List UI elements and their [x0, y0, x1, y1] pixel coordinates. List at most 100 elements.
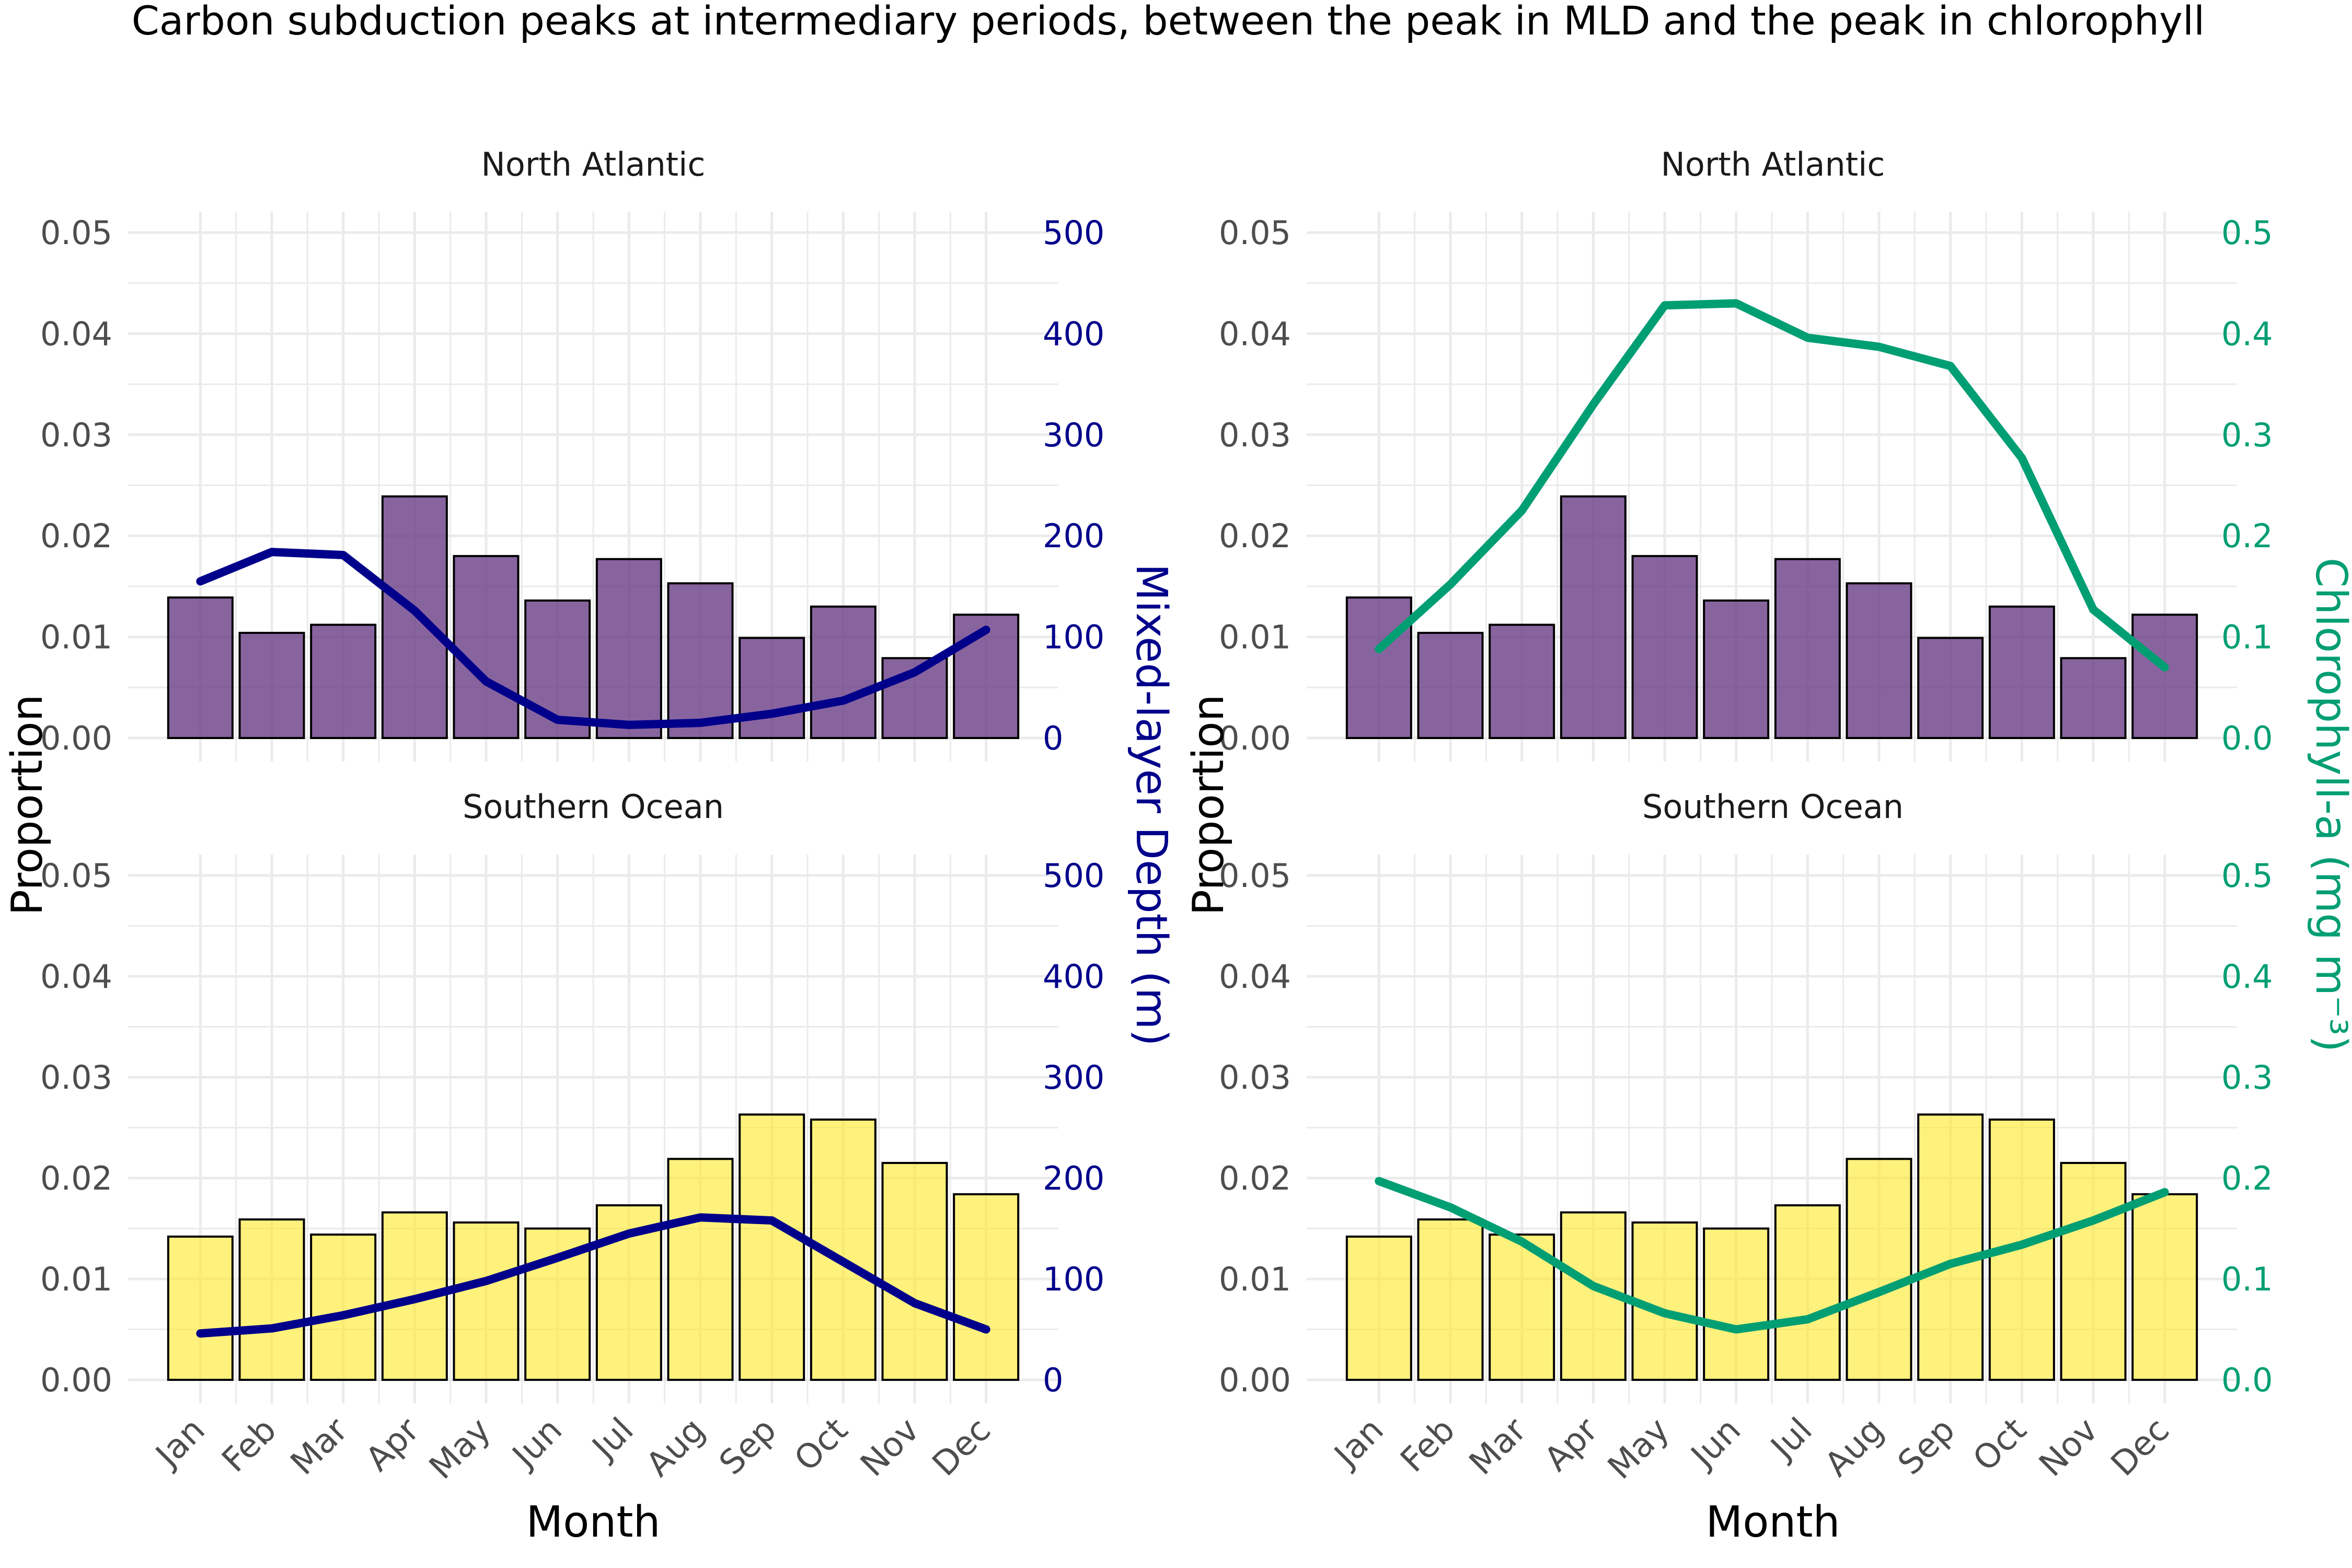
bar-jan [167, 596, 234, 739]
facet-title: Southern Ocean [1642, 788, 1904, 826]
y-tick-label: 0.00 [40, 1361, 112, 1399]
bar-may [1631, 555, 1698, 739]
secondary-y-tick-label: 0.5 [2221, 214, 2273, 252]
secondary-y-axis-label: Chlorophyll-a (mg m⁻³) [2306, 558, 2352, 1052]
y-tick-label: 0.03 [1219, 1058, 1291, 1097]
bar-aug [667, 1158, 734, 1381]
facet-title: Southern Ocean [463, 788, 724, 826]
y-tick-label: 0.01 [40, 1260, 112, 1298]
secondary-y-tick-label: 500 [1043, 214, 1104, 252]
bar-dec [2131, 614, 2198, 739]
secondary-y-tick-label: 0.1 [2221, 618, 2273, 656]
bar-dec [953, 614, 1020, 739]
bar-mar [1489, 624, 1555, 739]
bar-dec [2131, 1193, 2198, 1381]
secondary-y-tick-label: 0.1 [2221, 1260, 2273, 1298]
bar-jul [1774, 1204, 1841, 1381]
left-facet-north-atlantic: 0.00 0.01 0.02 0.03 0.04 0.05 0 100 200 300 400 500… [40, 145, 1104, 762]
secondary-y-tick-label: 400 [1043, 315, 1104, 353]
bar-aug [1846, 582, 1912, 740]
y-tick-label: 0.02 [1219, 517, 1291, 555]
y-tick-label: 0.05 [1219, 857, 1291, 895]
bar-jul [595, 558, 662, 739]
secondary-y-tick-label: 200 [1043, 517, 1104, 555]
line-series [1375, 1177, 2169, 1334]
y-tick-label: 0.04 [40, 958, 112, 996]
secondary-y-tick-label: 0.2 [2221, 1159, 2273, 1197]
y-tick-label: 0.03 [40, 1058, 112, 1097]
y-axis-label: Proportion [1184, 694, 1233, 915]
bar-aug [667, 582, 734, 740]
left-facet-southern-ocean: 0.00 0.01 0.02 0.03 0.04 0.05 0 100 200 300 400 500… [40, 788, 1104, 1403]
bar-jun [1703, 1227, 1770, 1381]
secondary-y-tick-label: 500 [1043, 857, 1104, 895]
secondary-y-tick-label: 300 [1043, 416, 1104, 454]
y-axis-label: Proportion [3, 694, 52, 915]
secondary-y-tick-label: 0.3 [2221, 1058, 2273, 1097]
y-tick-label: 0.05 [1219, 214, 1291, 252]
secondary-y-tick-label: 0.3 [2221, 416, 2273, 454]
secondary-y-tick-label: 0.0 [2221, 719, 2273, 757]
bar-sep [1917, 637, 1984, 740]
y-tick-label: 0.03 [1219, 416, 1291, 454]
bar-aug [1846, 1158, 1912, 1381]
bar-feb [238, 1218, 305, 1381]
line-series [196, 1213, 990, 1338]
bar-apr [381, 495, 448, 739]
figure-title: Carbon subduction peaks at intermediary … [132, 0, 2205, 44]
bar-nov [881, 1162, 948, 1381]
secondary-y-tick-label: 300 [1043, 1058, 1104, 1097]
bar-may [453, 555, 520, 739]
facet-title: North Atlantic [481, 145, 706, 183]
bar-nov [2060, 657, 2127, 739]
facet-title: North Atlantic [1661, 145, 1885, 183]
y-tick-label: 0.00 [1219, 1361, 1291, 1399]
line-series [1375, 299, 2169, 672]
secondary-y-tick-label: 0.0 [2221, 1361, 2273, 1399]
bar-may [453, 1221, 520, 1381]
bar-oct [810, 605, 877, 739]
right-panel: 0.00 0.01 0.02 0.03 0.04 0.05 0.0 0.1 0.2 0.3 0.4 0… [1184, 145, 2352, 1547]
bar-oct [1988, 605, 2055, 739]
secondary-y-tick-label: 0.2 [2221, 517, 2273, 555]
y-tick-label: 0.04 [40, 315, 112, 353]
secondary-y-tick-label: 400 [1043, 958, 1104, 996]
y-tick-label: 0.04 [1219, 958, 1291, 996]
bar-apr [1560, 495, 1627, 739]
y-tick-label: 0.00 [1219, 719, 1291, 757]
secondary-y-tick-label: 0.4 [2221, 958, 2273, 996]
secondary-y-axis-label: Mixed-layer Depth (m) [1126, 563, 1176, 1046]
bar-nov [2060, 1162, 2127, 1381]
bar-jun [1703, 599, 1770, 739]
bar-jan [167, 1235, 234, 1381]
secondary-y-tick-label: 0.4 [2221, 315, 2273, 353]
y-tick-label: 0.01 [40, 618, 112, 656]
bar-jul [1774, 558, 1841, 739]
secondary-y-tick-label: 0 [1043, 719, 1063, 757]
secondary-y-tick-label: 100 [1043, 618, 1104, 656]
bar-feb [1417, 1218, 1484, 1381]
bar-jan [1345, 596, 1412, 739]
y-tick-label: 0.02 [40, 517, 112, 555]
y-tick-label: 0.03 [40, 416, 112, 454]
secondary-y-tick-label: 0.5 [2221, 857, 2273, 895]
bar-sep [1917, 1113, 1984, 1381]
bar-feb [1417, 631, 1484, 740]
y-tick-label: 0.05 [40, 857, 112, 895]
secondary-y-tick-label: 200 [1043, 1159, 1104, 1197]
y-tick-label: 0.01 [1219, 1260, 1291, 1298]
right-facet-north-atlantic: 0.00 0.01 0.02 0.03 0.04 0.05 0.0 0.1 0.2 0.3 0.4 0… [1219, 145, 2273, 762]
y-tick-label: 0.02 [1219, 1159, 1291, 1197]
y-tick-label: 0.02 [40, 1159, 112, 1197]
x-axis-label: Month [1705, 1497, 1840, 1547]
line-series [196, 548, 990, 729]
secondary-y-tick-label: 0 [1043, 1361, 1063, 1399]
y-tick-label: 0.05 [40, 214, 112, 252]
bar-mar [310, 624, 377, 739]
secondary-y-tick-label: 100 [1043, 1260, 1104, 1298]
y-tick-label: 0.01 [1219, 618, 1291, 656]
bar-jan [1345, 1235, 1412, 1381]
bar-nov [881, 657, 948, 739]
bar-feb [238, 631, 305, 740]
